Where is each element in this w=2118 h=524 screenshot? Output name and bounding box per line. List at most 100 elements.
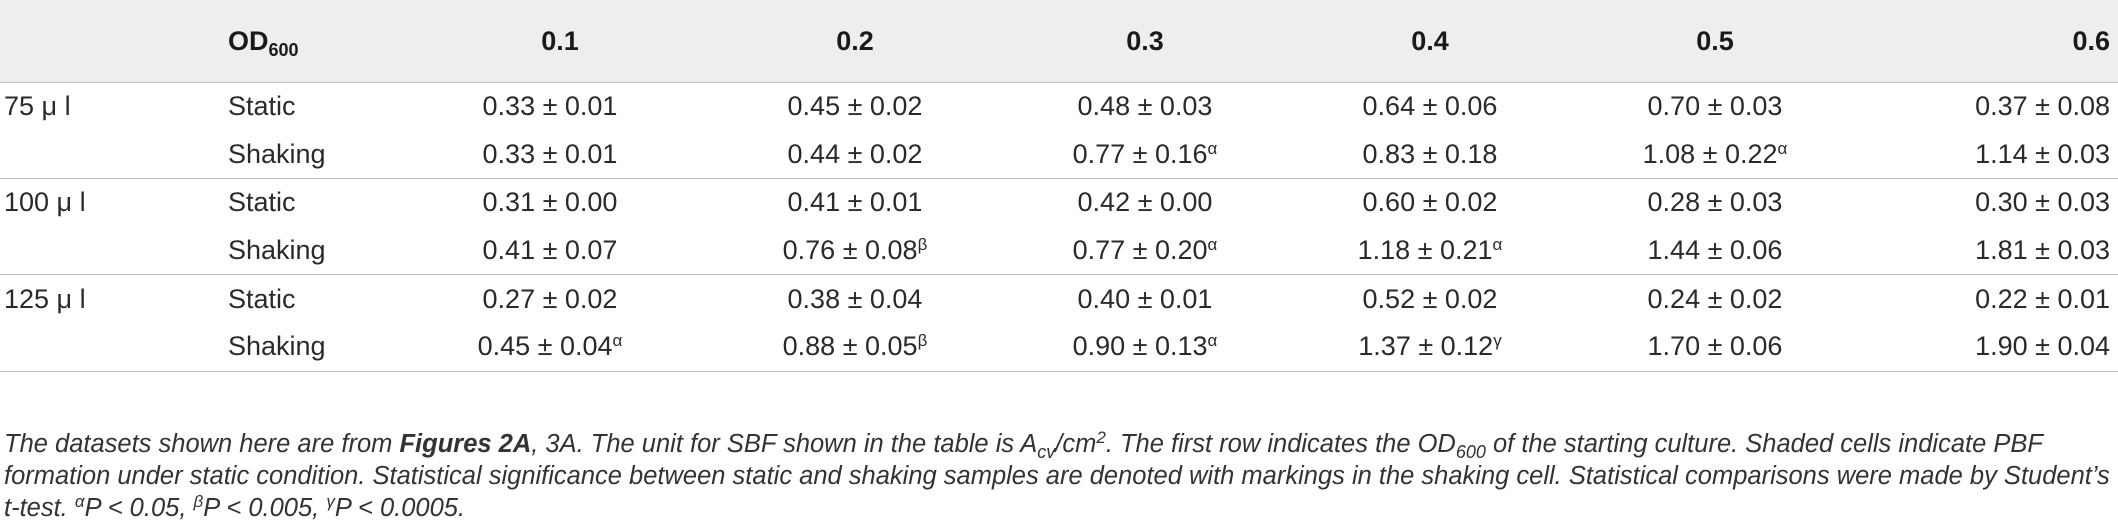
value-text: 0.48 ± 0.03 xyxy=(1077,91,1213,122)
value-cell: 1.70 ± 0.06 xyxy=(1570,322,1860,372)
figure-link[interactable]: Figures 2A xyxy=(399,430,532,458)
value-cell: 0.44 ± 0.02 xyxy=(710,131,1000,179)
value-cell: 1.37 ± 0.12γ xyxy=(1290,322,1570,372)
value-text: 0.40 ± 0.01 xyxy=(1077,283,1213,314)
value-text: 0.45 ± 0.02 xyxy=(787,91,923,122)
value-cell: 0.48 ± 0.03 xyxy=(1000,81,1290,131)
condition-cell: Shaking xyxy=(228,138,326,169)
table-row: Shaking 0.45 ± 0.04α 0.88 ± 0.05β 0.90 ± 0.… xyxy=(0,322,2118,372)
significance-marker: α xyxy=(1207,331,1218,351)
value-text: 0.77 ± 0.16 xyxy=(1072,138,1208,169)
significance-marker: α xyxy=(1492,235,1503,255)
table-row: 100 μ l Static 0.31 ± 0.00 0.41 ± 0.01 0.42 … xyxy=(0,178,2118,227)
volume-cell xyxy=(0,131,220,179)
significance-marker: α xyxy=(1207,235,1218,255)
value-cell: 1.14 ± 0.03 xyxy=(1860,131,2118,179)
value-cell: 1.08 ± 0.22α xyxy=(1570,131,1860,179)
table-caption: The datasets shown here are from Figures… xyxy=(4,428,2110,522)
table-row: Shaking 0.33 ± 0.01 0.44 ± 0.02 0.77 ± 0.16… xyxy=(0,131,2118,179)
volume-cell xyxy=(0,322,220,372)
header-volume xyxy=(0,0,220,83)
header-row: OD600 0.1 0.2 0.3 0.4 0.5 0.6 xyxy=(0,0,2118,83)
value-cell: 0.60 ± 0.02 xyxy=(1290,178,1570,227)
value-cell: 0.28 ± 0.03 xyxy=(1570,178,1860,227)
sbf-table: OD600 0.1 0.2 0.3 0.4 0.5 0.6 75 μ l Stat… xyxy=(0,0,2118,372)
value-cell: 0.70 ± 0.03 xyxy=(1570,81,1860,131)
value-cell: 0.52 ± 0.02 xyxy=(1290,274,1570,323)
value-cell: 0.40 ± 0.01 xyxy=(1000,274,1290,323)
table-row: 125 μ l Static 0.27 ± 0.02 0.38 ± 0.04 0.40 … xyxy=(0,274,2118,323)
value-cell: 0.42 ± 0.00 xyxy=(1000,178,1290,227)
value-cell: 0.83 ± 0.18 xyxy=(1290,131,1570,179)
value-text: 0.41 ± 0.01 xyxy=(787,187,923,218)
value-cell: 0.88 ± 0.05β xyxy=(710,322,1000,372)
value-cell: 1.44 ± 0.06 xyxy=(1570,227,1860,275)
value-cell: 0.64 ± 0.06 xyxy=(1290,81,1570,131)
header-col: 0.5 xyxy=(1696,25,1734,56)
data-table-container: OD600 0.1 0.2 0.3 0.4 0.5 0.6 75 μ l Stat… xyxy=(0,0,2118,372)
value-text: 1.18 ± 0.21 xyxy=(1357,235,1493,266)
value-text: 1.14 ± 0.03 xyxy=(1975,138,2110,169)
significance-marker: α xyxy=(612,331,623,351)
significance-marker: γ xyxy=(1493,331,1502,351)
value-cell: 0.22 ± 0.01 xyxy=(1860,274,2118,323)
value-text: 0.60 ± 0.02 xyxy=(1362,187,1498,218)
volume-cell: 75 μ l xyxy=(0,81,220,131)
value-text: 0.33 ± 0.01 xyxy=(482,91,618,122)
value-cell: 0.24 ± 0.02 xyxy=(1570,274,1860,323)
value-text: 0.64 ± 0.06 xyxy=(1362,91,1498,122)
significance-marker: β xyxy=(917,331,928,351)
value-cell: 0.45 ± 0.04α xyxy=(410,322,710,372)
value-text: 0.88 ± 0.05 xyxy=(782,331,918,362)
value-cell: 0.77 ± 0.16α xyxy=(1000,131,1290,179)
volume-cell xyxy=(0,227,220,275)
value-cell: 0.41 ± 0.01 xyxy=(710,178,1000,227)
significance-marker: β xyxy=(917,235,928,255)
value-cell: 0.90 ± 0.13α xyxy=(1000,322,1290,372)
value-cell: 1.18 ± 0.21α xyxy=(1290,227,1570,275)
header-od: OD600 xyxy=(228,25,299,60)
value-text: 0.44 ± 0.02 xyxy=(787,138,923,169)
header-col: 0.1 xyxy=(541,25,579,56)
value-text: 0.31 ± 0.00 xyxy=(482,187,618,218)
value-cell: 0.37 ± 0.08 xyxy=(1860,81,2118,131)
volume-cell: 100 μ l xyxy=(0,178,220,227)
value-text: 0.33 ± 0.01 xyxy=(482,138,618,169)
volume-cell: 125 μ l xyxy=(0,274,220,323)
value-text: 1.70 ± 0.06 xyxy=(1647,331,1783,362)
value-text: 1.37 ± 0.12 xyxy=(1358,331,1494,362)
value-cell: 0.41 ± 0.07 xyxy=(410,227,710,275)
value-text: 1.81 ± 0.03 xyxy=(1975,235,2110,266)
significance-marker: α xyxy=(1777,138,1788,158)
value-text: 0.30 ± 0.03 xyxy=(1975,187,2110,218)
value-cell: 0.38 ± 0.04 xyxy=(710,274,1000,323)
condition-cell: Shaking xyxy=(228,235,326,266)
value-cell: 0.33 ± 0.01 xyxy=(410,81,710,131)
value-cell: 0.76 ± 0.08β xyxy=(710,227,1000,275)
condition-cell: Static xyxy=(220,81,410,131)
value-cell: 0.27 ± 0.02 xyxy=(410,274,710,323)
value-cell: 0.31 ± 0.00 xyxy=(410,178,710,227)
value-cell: 1.90 ± 0.04 xyxy=(1860,322,2118,372)
condition-cell: Shaking xyxy=(220,322,410,372)
value-cell: 0.77 ± 0.20α xyxy=(1000,227,1290,275)
value-text: 0.28 ± 0.03 xyxy=(1647,187,1783,218)
value-text: 0.76 ± 0.08 xyxy=(782,235,918,266)
header-col: 0.3 xyxy=(1126,25,1164,56)
value-cell: 1.81 ± 0.03 xyxy=(1860,227,2118,275)
header-col: 0.4 xyxy=(1411,25,1449,56)
value-text: 0.77 ± 0.20 xyxy=(1072,235,1208,266)
value-text: 0.24 ± 0.02 xyxy=(1647,283,1783,314)
header-col: 0.6 xyxy=(2072,25,2110,56)
value-text: 0.70 ± 0.03 xyxy=(1647,91,1783,122)
value-text: 0.42 ± 0.00 xyxy=(1077,187,1213,218)
value-text: 0.37 ± 0.08 xyxy=(1975,91,2110,122)
value-text: 0.52 ± 0.02 xyxy=(1362,283,1498,314)
value-text: 1.08 ± 0.22 xyxy=(1642,138,1778,169)
value-cell: 0.45 ± 0.02 xyxy=(710,81,1000,131)
header-col: 0.2 xyxy=(836,25,874,56)
significance-marker: α xyxy=(1207,138,1218,158)
value-cell: 0.30 ± 0.03 xyxy=(1860,178,2118,227)
value-text: 0.90 ± 0.13 xyxy=(1072,331,1208,362)
value-text: 1.90 ± 0.04 xyxy=(1975,331,2110,362)
